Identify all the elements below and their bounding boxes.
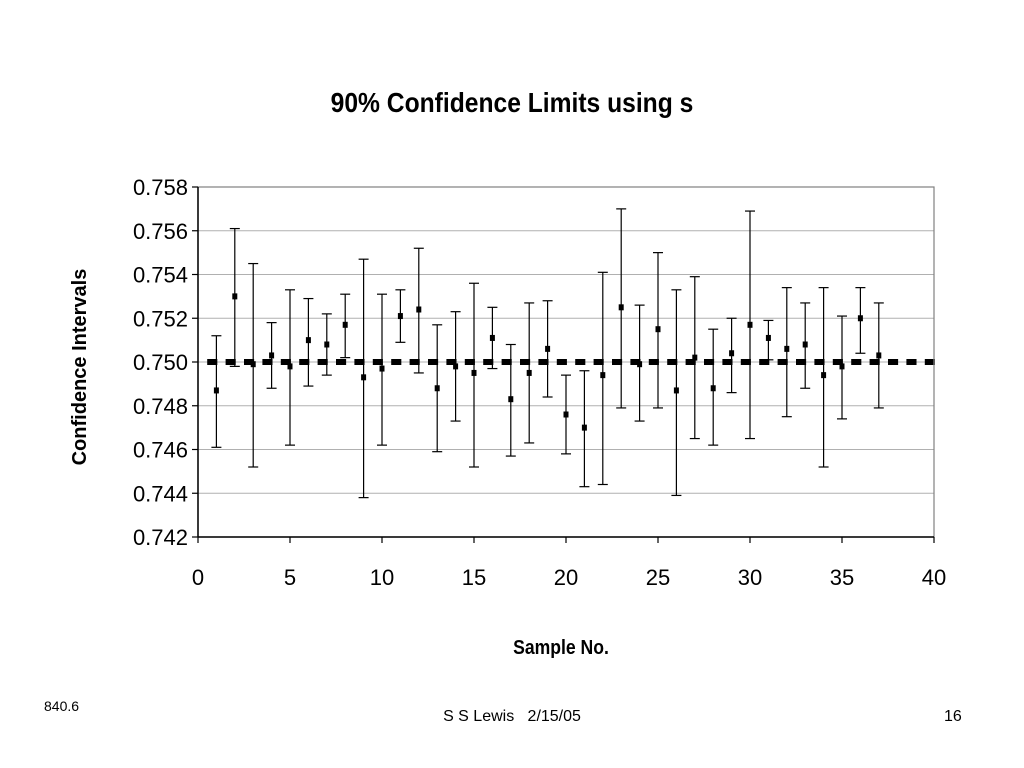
x-tick-label: 20 [554, 565, 578, 590]
data-point [692, 354, 698, 361]
data-point [508, 396, 514, 403]
data-point [545, 345, 551, 352]
y-tick-label: 0.758 [133, 175, 188, 200]
data-point [673, 387, 679, 394]
footer-page-number: 16 [944, 708, 962, 725]
data-point [361, 374, 367, 381]
data-point [305, 337, 311, 344]
x-tick-label: 40 [922, 565, 946, 590]
data-point [232, 293, 238, 300]
data-point [379, 365, 385, 372]
data-point [876, 352, 882, 359]
data-point [250, 361, 256, 368]
data-point [471, 369, 477, 376]
data-point [453, 363, 459, 370]
data-point [857, 315, 863, 322]
data-point [269, 352, 275, 359]
data-point [489, 334, 495, 341]
data-point [563, 411, 569, 418]
data-point [416, 306, 422, 313]
y-tick-label: 0.746 [133, 438, 188, 463]
data-point [526, 369, 532, 376]
data-point [434, 385, 440, 392]
x-tick-label: 30 [738, 565, 762, 590]
y-tick-label: 0.744 [133, 481, 188, 506]
data-point [581, 424, 587, 431]
data-point [747, 321, 753, 328]
chart-title: 90% Confidence Limits using s [331, 87, 694, 119]
y-tick-label: 0.742 [133, 525, 188, 550]
y-tick-label: 0.748 [133, 394, 188, 419]
data-point [324, 341, 330, 348]
data-point [600, 372, 606, 379]
y-tick-label: 0.752 [133, 306, 188, 331]
y-tick-label: 0.756 [133, 219, 188, 244]
data-point [821, 372, 827, 379]
data-point [287, 363, 293, 370]
data-point [729, 350, 735, 357]
data-point [213, 387, 219, 394]
data-point [839, 363, 845, 370]
x-tick-label: 0 [192, 565, 204, 590]
x-tick-label: 10 [370, 565, 394, 590]
data-point [802, 341, 808, 348]
x-axis-label: Sample No. [513, 636, 609, 658]
y-tick-label: 0.750 [133, 350, 188, 375]
plot-area: 0.742 0.744 0.746 0.748 0.750 0.752 0.754 0.756… [133, 175, 946, 590]
data-point [765, 334, 771, 341]
data-point [397, 313, 403, 320]
data-point [342, 321, 348, 328]
data-point [637, 361, 643, 368]
y-axis-label: Confidence Intervals [69, 269, 91, 466]
data-point [710, 385, 716, 392]
x-tick-label: 25 [646, 565, 670, 590]
chart: 90% Confidence Limits using s Confidence… [69, 87, 946, 659]
x-tick-label: 35 [830, 565, 854, 590]
y-tick-label: 0.754 [133, 263, 188, 288]
data-point [784, 345, 790, 352]
footer-slide-code: 840.6 [44, 698, 80, 714]
data-point [655, 326, 661, 333]
x-tick-label: 15 [462, 565, 486, 590]
footer-author-date: S S Lewis 2/15/05 [443, 708, 581, 725]
x-tick-label: 5 [284, 565, 296, 590]
data-point [618, 304, 624, 311]
